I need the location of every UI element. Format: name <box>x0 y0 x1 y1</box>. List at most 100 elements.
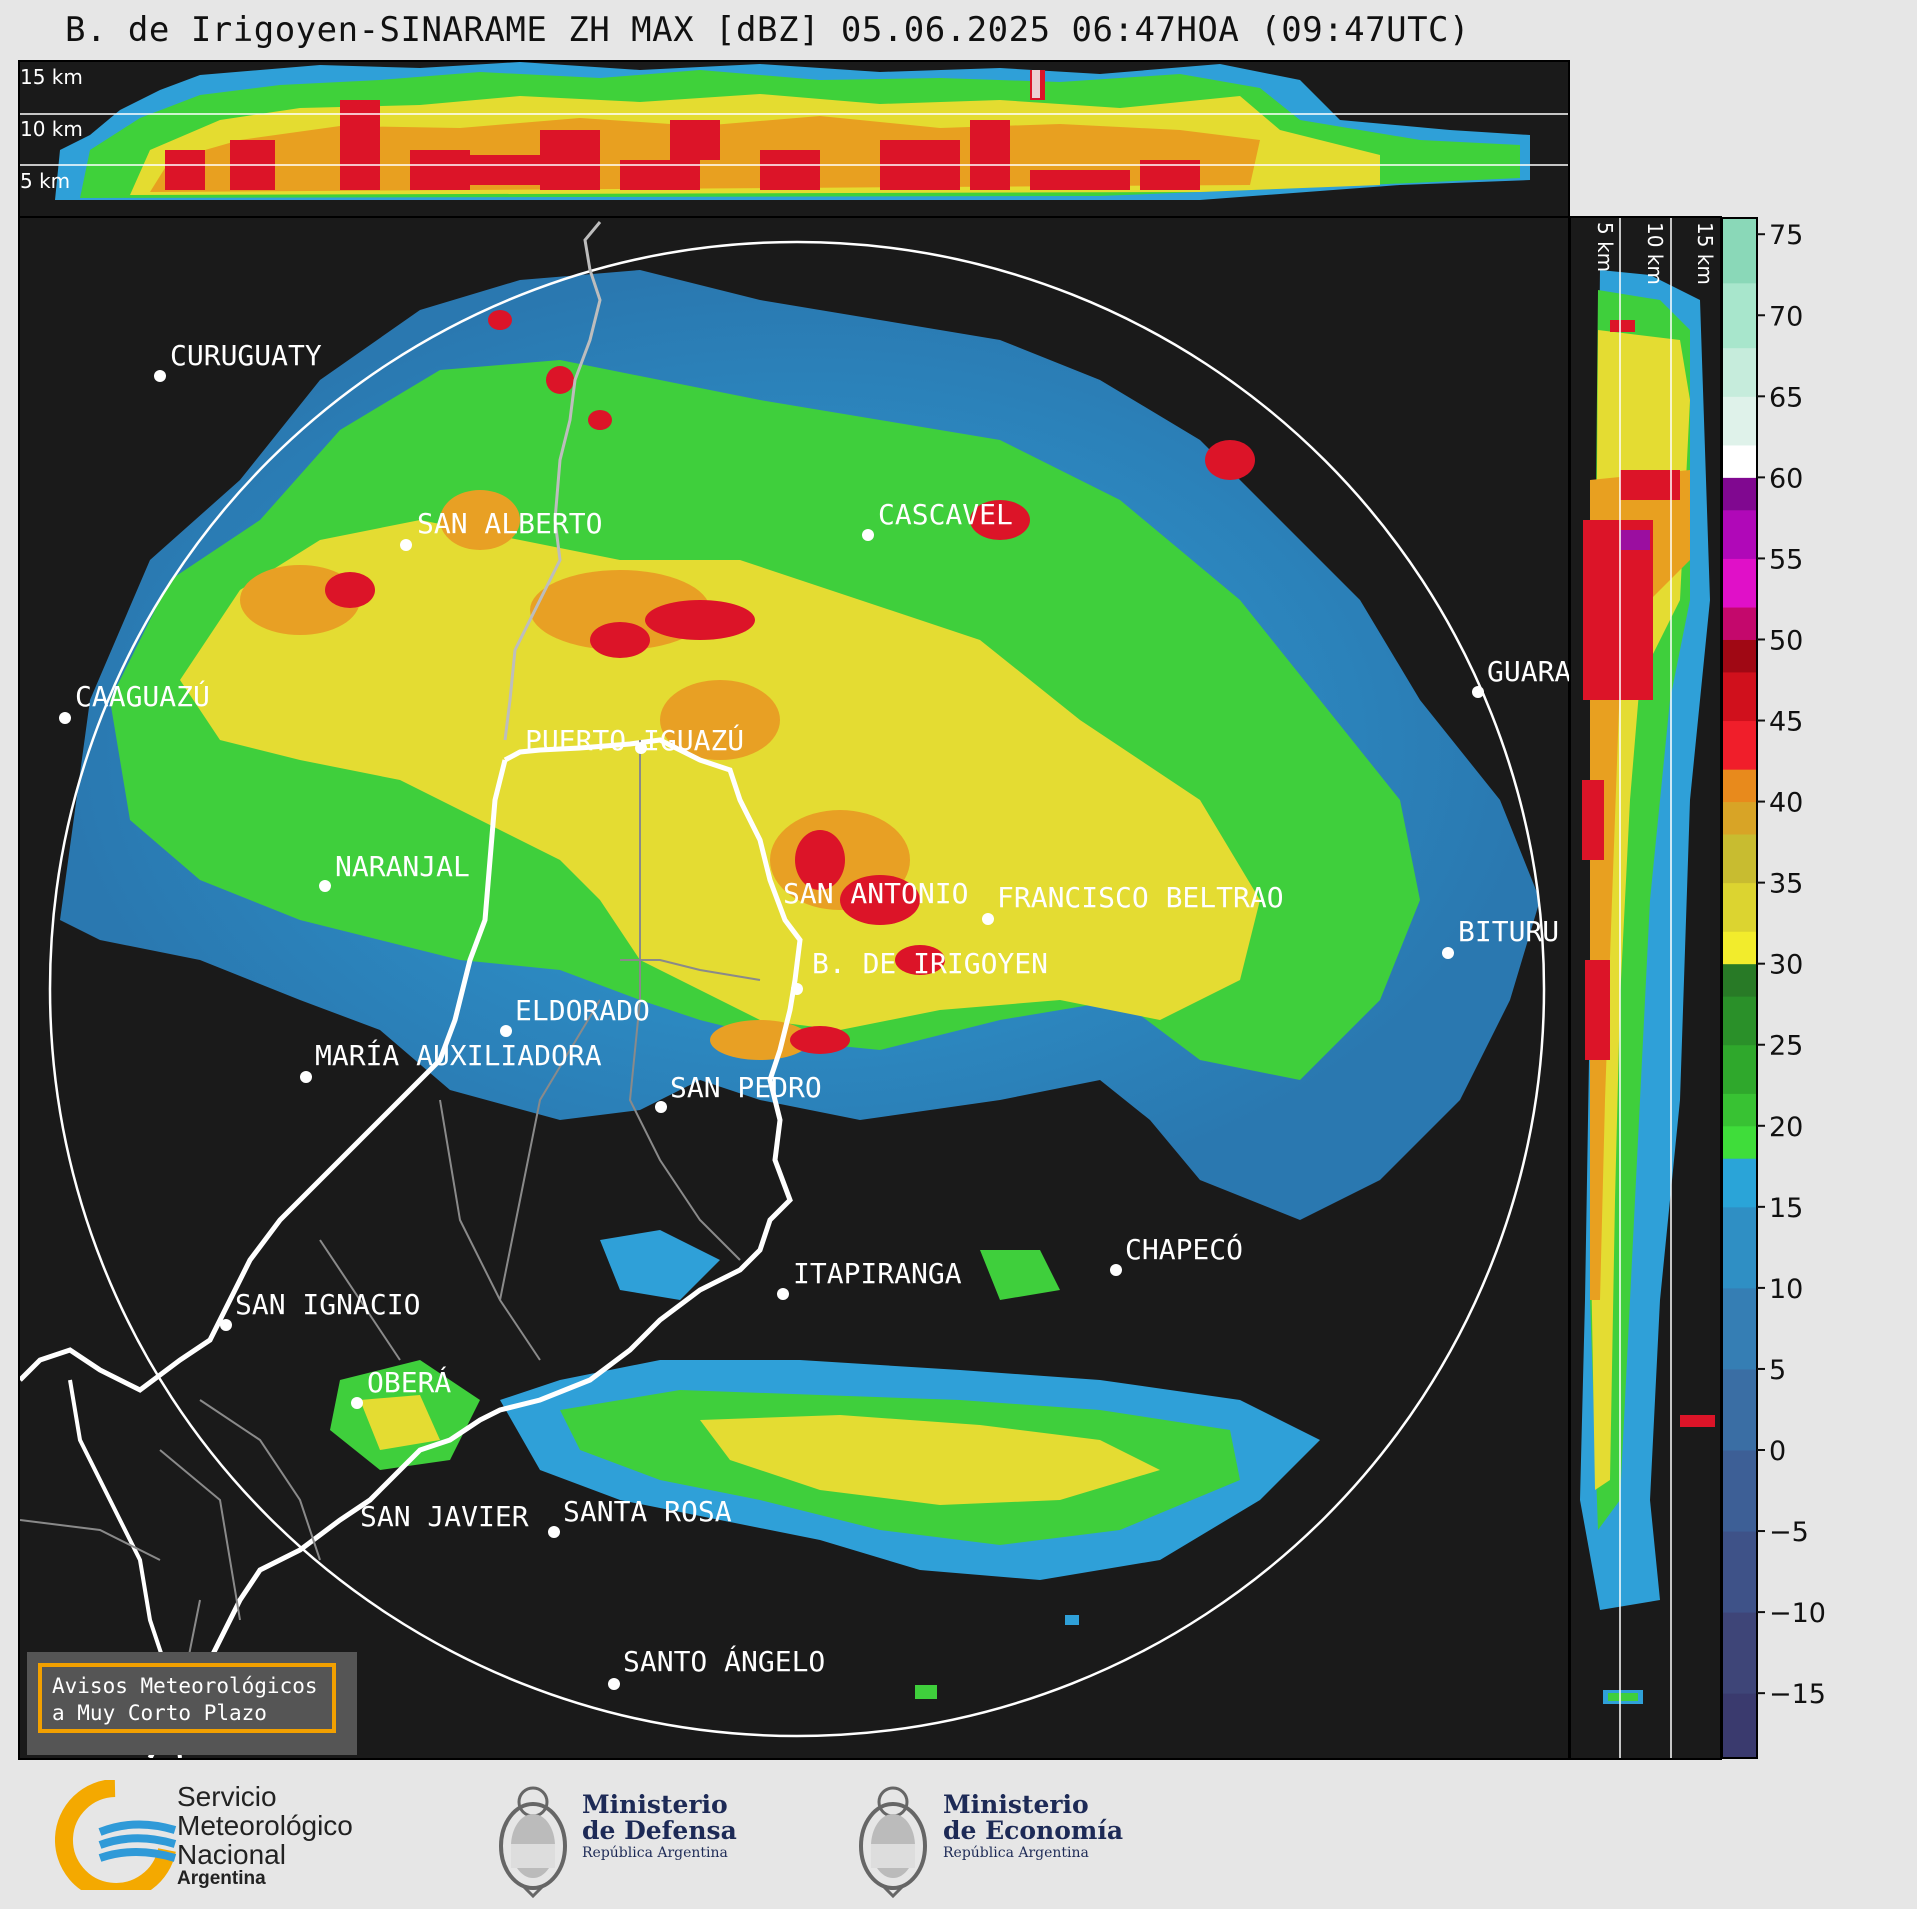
svg-text:SAN ANTONIO: SAN ANTONIO <box>783 877 968 910</box>
svg-text:CAAGUAZÚ: CAAGUAZÚ <box>75 679 210 713</box>
city-san-pedro: SAN PEDRO <box>655 1071 822 1113</box>
svg-text:FRANCISCO BELTRAO: FRANCISCO BELTRAO <box>997 881 1284 914</box>
colorbar-band-12 <box>1722 963 1757 997</box>
smn-line4: Argentina <box>177 1868 266 1889</box>
city-naranjal: NARANJAL <box>319 850 470 892</box>
colorbar-tick-label: 75 <box>1769 220 1803 251</box>
city-bituru: BITURU <box>1442 915 1559 959</box>
colorbar-band-27 <box>1722 347 1757 397</box>
smn-line1: Servicio <box>177 1781 277 1812</box>
economia-seal-icon <box>859 1786 927 1898</box>
city-san-alberto: SAN ALBERTO <box>400 507 602 551</box>
colorbar-tick-label: −5 <box>1769 1517 1809 1548</box>
svg-text:PUERTO IGUAZÚ: PUERTO IGUAZÚ <box>525 723 744 757</box>
colorbar-band-25 <box>1722 444 1757 478</box>
colorbar-band-24 <box>1722 477 1757 511</box>
side-alt-label-10: 10 km <box>1643 222 1667 285</box>
svg-text:GUARA: GUARA <box>1487 655 1571 688</box>
city-curuguaty: CURUGUATY <box>154 339 322 382</box>
colorbar-tick-label: 60 <box>1769 463 1803 494</box>
colorbar-tick-label: 30 <box>1769 950 1803 981</box>
economia-logo-text: Ministerio de Economía República Argenti… <box>943 1792 1123 1862</box>
colorbar-tick-label: −10 <box>1769 1598 1826 1629</box>
city-guara: GUARA <box>1472 655 1571 698</box>
colorbar-tick-label: −15 <box>1769 1679 1826 1710</box>
svg-text:CURUGUATY: CURUGUATY <box>170 339 322 372</box>
colorbar-frame <box>1721 217 1758 1759</box>
warning-line1: Avisos Meteorológicos <box>52 1674 318 1698</box>
city-chapeco: CHAPECÓ <box>1110 1232 1243 1276</box>
svg-text:SAN IGNACIO: SAN IGNACIO <box>235 1288 420 1321</box>
city-santa-rosa: SANTA ROSA <box>548 1495 732 1538</box>
svg-text:ITAPIRANGA: ITAPIRANGA <box>793 1257 962 1290</box>
colorbar-band-10 <box>1722 1044 1757 1094</box>
svg-text:SANTA ROSA: SANTA ROSA <box>563 1495 732 1528</box>
colorbar-band-9 <box>1722 1093 1757 1127</box>
economia-line1: Ministerio <box>943 1790 1089 1819</box>
chart-title: B. de Irigoyen-SINARAME ZH MAX [dBZ] 05.… <box>65 10 1470 50</box>
colorbar-tick-label: 20 <box>1769 1112 1803 1143</box>
svg-text:CHAPECÓ: CHAPECÓ <box>1125 1232 1243 1266</box>
city-maria-auxiliadora: MARÍA AUXILIADORA <box>300 1038 602 1083</box>
svg-text:NARANJAL: NARANJAL <box>335 850 470 883</box>
colorbar-band-29 <box>1722 218 1757 284</box>
colorbar-band-13 <box>1722 931 1757 965</box>
colorbar-band-5 <box>1722 1287 1757 1370</box>
colorbar-band-18 <box>1722 720 1757 770</box>
top-alt-label-10: 10 km <box>20 117 83 141</box>
svg-text:BITURU: BITURU <box>1458 915 1559 948</box>
colorbar-band-2 <box>1722 1531 1757 1613</box>
reflectivity-field <box>60 270 1540 1699</box>
smn-logo-text: Servicio Meteorológico Nacional Argentin… <box>177 1782 353 1889</box>
defensa-line2: de Defensa <box>582 1816 737 1845</box>
city-cascavel: CASCAVEL <box>862 498 1013 541</box>
svg-text:SAN ALBERTO: SAN ALBERTO <box>417 507 602 540</box>
svg-text:SANTO ÁNGELO: SANTO ÁNGELO <box>623 1644 825 1678</box>
defensa-logo-text: Ministerio de Defensa República Argentin… <box>582 1792 737 1862</box>
colorbar-tick-label: 35 <box>1769 869 1803 900</box>
colorbar-band-23 <box>1722 509 1757 559</box>
svg-text:OBERÁ: OBERÁ <box>367 1365 451 1399</box>
colorbar-band-15 <box>1722 834 1757 884</box>
top-alt-label-15: 15 km <box>20 65 83 89</box>
colorbar-band-0 <box>1722 1693 1757 1759</box>
colorbar-tick-label: 40 <box>1769 788 1803 819</box>
warning-badge[interactable]: Avisos Meteorológicos a Muy Corto Plazo <box>27 1652 357 1755</box>
side-cross-section <box>1580 270 1715 1704</box>
city-markers: CURUGUATY SAN ALBERTO CASCAVEL CAAGUAZÚ … <box>59 339 1571 1690</box>
colorbar-band-20 <box>1722 639 1757 673</box>
city-san-javier: SAN JAVIER <box>360 1500 529 1533</box>
warning-badge-inner[interactable]: Avisos Meteorológicos a Muy Corto Plazo <box>38 1663 336 1733</box>
colorbar-tick-label: 0 <box>1769 1436 1786 1467</box>
footer-logos: Servicio Meteorológico Nacional Argentin… <box>0 1762 1917 1909</box>
colorbar-tick-label: 65 <box>1769 382 1803 413</box>
svg-text:SAN JAVIER: SAN JAVIER <box>360 1500 529 1533</box>
city-puerto-iguazu: PUERTO IGUAZÚ <box>525 723 744 757</box>
colorbar-band-8 <box>1722 1125 1757 1159</box>
colorbar-band-22 <box>1722 558 1757 608</box>
colorbar-tick-label: 10 <box>1769 1274 1803 1305</box>
colorbar-tick-label: 50 <box>1769 625 1803 656</box>
colorbar-bands <box>1722 218 1757 1759</box>
top-alt-label-5: 5 km <box>20 169 70 193</box>
city-san-ignacio: SAN IGNACIO <box>220 1288 420 1331</box>
side-alt-label-5: 5 km <box>1593 222 1617 272</box>
colorbar-tick-label: 5 <box>1769 1355 1786 1386</box>
colorbar-band-17 <box>1722 769 1757 803</box>
city-itapiranga: ITAPIRANGA <box>777 1257 962 1300</box>
city-santo-angelo: SANTO ÁNGELO <box>608 1644 825 1690</box>
svg-text:ELDORADO: ELDORADO <box>515 994 650 1027</box>
svg-text:B. DE IRIGOYEN: B. DE IRIGOYEN <box>812 947 1048 980</box>
colorbar-band-4 <box>1722 1368 1757 1451</box>
colorbar-tick-label: 45 <box>1769 707 1803 738</box>
colorbar-band-6 <box>1722 1206 1757 1289</box>
city-b-de-irigoyen: B. DE IRIGOYEN <box>791 947 1048 995</box>
colorbar-band-14 <box>1722 882 1757 932</box>
colorbar-band-21 <box>1722 607 1757 640</box>
range-ring <box>48 240 1546 1738</box>
city-caaguazu: CAAGUAZÚ <box>59 679 210 724</box>
colorbar-tick-label: 25 <box>1769 1031 1803 1062</box>
defensa-line3: República Argentina <box>582 1845 728 1861</box>
